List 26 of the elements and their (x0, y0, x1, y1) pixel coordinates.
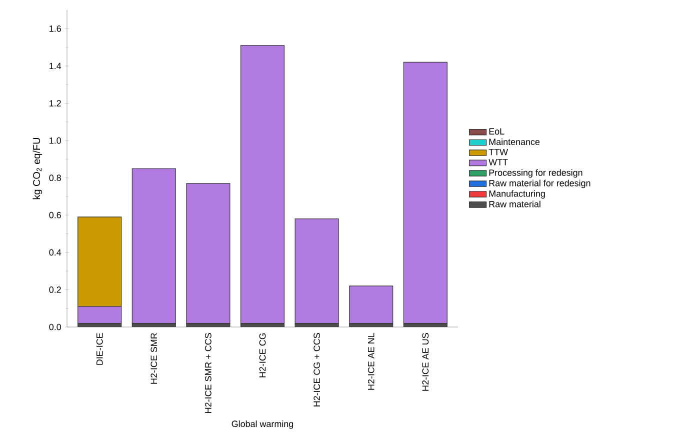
x-tick-label: H2-ICE CG (259, 333, 266, 378)
y-tick-label: 0.4 (49, 249, 62, 256)
y-tick-label: 1.4 (50, 62, 62, 70)
x-axis-title: Global warming (232, 420, 294, 429)
y-axis-title: kg CO$_{2}$ eq/FU (32, 138, 42, 200)
y-tick-label: 0.2 (49, 286, 61, 293)
x-tick-label: H2-ICE AE NL (368, 332, 374, 390)
legend-label: WTT (488, 159, 508, 166)
y-tick-label: 1.2 (50, 100, 61, 106)
x-tick-label: H2-ICE AE US (422, 333, 429, 391)
y-tick-label: 1.6 (50, 25, 61, 32)
legend-label: Raw material (489, 200, 540, 208)
y-tick-label: 0.0 (49, 324, 62, 330)
legend-label: Processing for redesign (489, 169, 582, 178)
legend-label: EoL (489, 128, 504, 135)
legend-label: Maintenance (489, 138, 540, 146)
x-tick-label: H2-ICE SMR + CCS (205, 333, 212, 413)
legend-label: Manufacturing (489, 190, 545, 199)
x-tick-label: H2-ICE CG + CCS (314, 333, 320, 406)
x-tick-label: H2-ICE SMR (150, 333, 158, 384)
y-tick-label: 0.8 (49, 174, 61, 182)
y-tick-label: 1.0 (50, 137, 62, 144)
legend-label: TTW (488, 148, 508, 156)
x-tick-label: DIE-ICE (96, 333, 103, 365)
legend-label: Raw material for redesign (489, 180, 590, 188)
y-tick-label: 0.6 (49, 212, 61, 218)
